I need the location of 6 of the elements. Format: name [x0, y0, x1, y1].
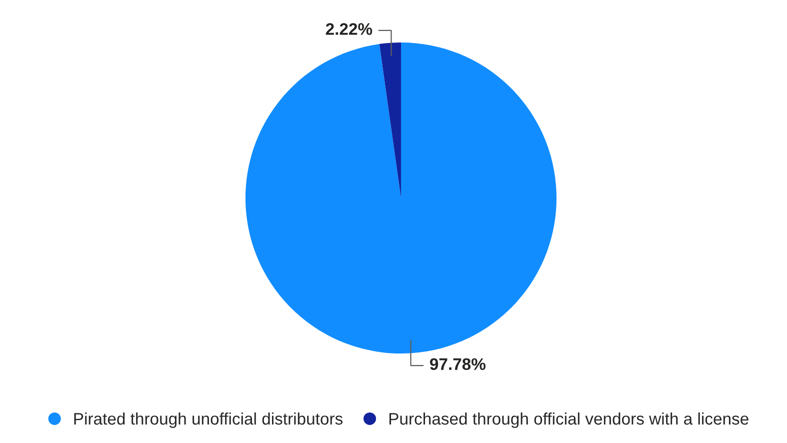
legend-label: Pirated through unofficial distributors: [74, 412, 343, 428]
legend-label: Purchased through official vendors with a license: [389, 412, 748, 428]
data-label: 2.22%: [326, 23, 372, 35]
data-label: 97.78%: [430, 358, 486, 370]
pie-slice: [379, 42, 401, 198]
pie-slice: [245, 42, 557, 354]
